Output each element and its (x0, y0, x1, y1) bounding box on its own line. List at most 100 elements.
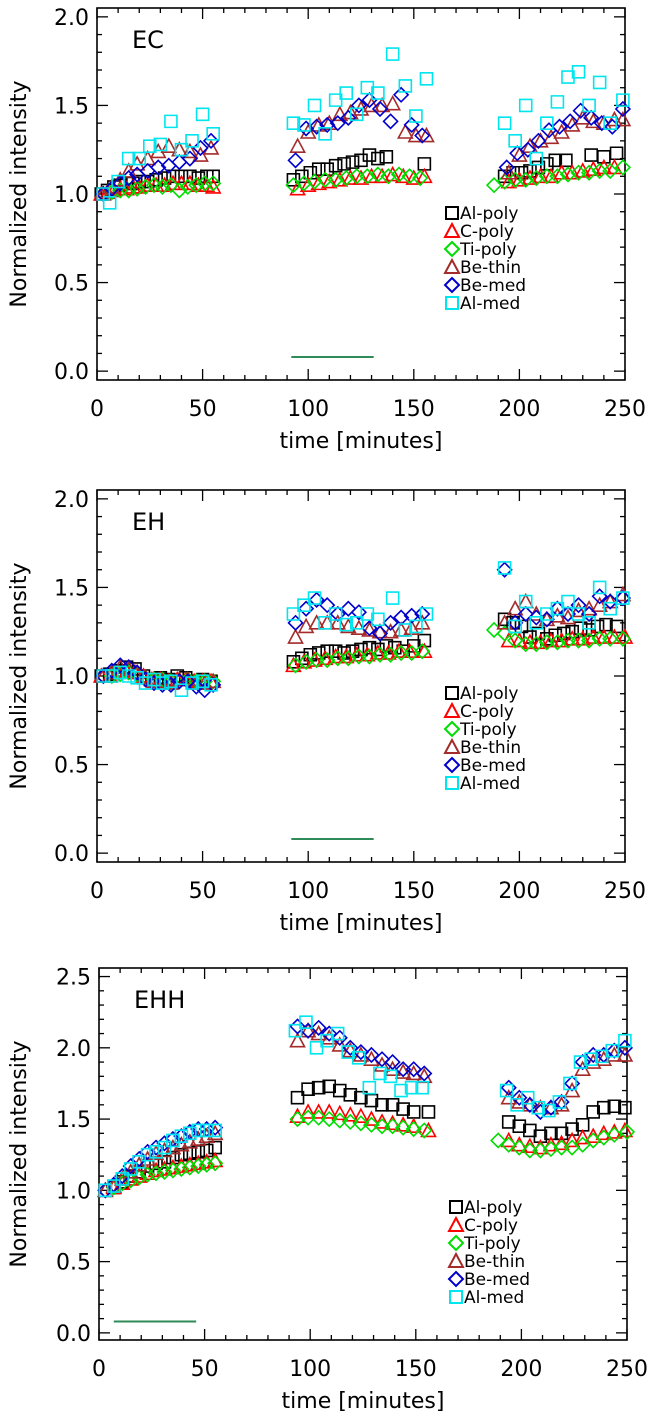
data-point (373, 1066, 387, 1081)
legend-marker (443, 701, 461, 718)
data-point (571, 607, 586, 621)
data-point (113, 665, 128, 680)
legend-label: Al-med (460, 774, 520, 794)
legend-label: Al-poly (464, 1198, 522, 1218)
series-al-med (96, 47, 630, 210)
data-point (363, 1110, 380, 1126)
legend-label: Be-thin (464, 1252, 525, 1272)
data-point (609, 146, 624, 161)
data-point (331, 1104, 349, 1121)
data-point (416, 1122, 433, 1139)
data-point (602, 630, 619, 647)
data-point (518, 98, 533, 113)
data-point (521, 1142, 538, 1159)
data-point (563, 1131, 581, 1148)
data-point (592, 580, 607, 595)
data-point (339, 86, 354, 100)
data-point (341, 1106, 359, 1122)
y-tick-label: 1.5 (54, 94, 89, 119)
data-point (363, 1116, 380, 1133)
data-point (301, 1082, 315, 1096)
legend-marker (449, 1200, 463, 1214)
data-point (310, 1109, 327, 1126)
x-tick-label: 200 (500, 1357, 542, 1382)
legend-label: Be-med (460, 756, 526, 776)
y-tick-label: 2.0 (56, 1037, 91, 1062)
y-tick-label: 1.5 (54, 576, 89, 601)
data-point (385, 1098, 400, 1112)
legend-label: Be-thin (460, 738, 521, 758)
data-point (618, 1100, 632, 1115)
y-tick-label: 2.0 (54, 6, 89, 31)
data-point (394, 1119, 412, 1136)
x-tick-label: 50 (191, 1357, 219, 1382)
data-point (542, 1103, 556, 1118)
y-tick-label: 0.0 (54, 842, 89, 867)
data-point (188, 678, 205, 695)
data-point (289, 137, 306, 153)
legend-label: Be-med (460, 276, 526, 296)
data-point (614, 110, 632, 127)
y-tick-label: 0.0 (54, 360, 89, 385)
data-point (328, 607, 343, 621)
data-point (392, 86, 410, 103)
data-point (606, 1126, 623, 1143)
data-point (405, 1120, 422, 1138)
data-point (286, 116, 301, 130)
x-tick-label: 250 (604, 397, 646, 422)
data-point (415, 1080, 429, 1095)
legend-label: Al-med (464, 1288, 524, 1308)
data-point (416, 167, 433, 184)
data-point (406, 1105, 421, 1119)
data-point (384, 1053, 401, 1071)
data-point (290, 1090, 305, 1105)
data-point (614, 585, 632, 602)
data-point (349, 107, 364, 122)
data-point (382, 614, 399, 631)
data-point (373, 96, 391, 113)
data-point (616, 591, 630, 605)
data-point (111, 174, 125, 189)
data-point (287, 628, 304, 644)
data-point (498, 159, 515, 176)
data-point (407, 126, 425, 143)
data-point (401, 168, 418, 185)
data-point (160, 137, 178, 153)
data-point (164, 674, 178, 689)
data-point (500, 172, 518, 189)
data-point (616, 1046, 634, 1062)
data-point (130, 1150, 148, 1168)
data-point (352, 169, 370, 185)
y-tick-label: 0.5 (54, 272, 89, 297)
data-point (517, 635, 534, 653)
legend-marker (447, 1215, 465, 1232)
data-point (139, 1166, 156, 1183)
x-tick-label: 100 (287, 397, 329, 422)
data-point (521, 633, 539, 650)
data-point (318, 126, 332, 141)
data-point (384, 1118, 401, 1135)
data-point (540, 607, 554, 621)
data-point (570, 601, 587, 618)
data-point (343, 1088, 358, 1102)
data-point (360, 80, 375, 95)
data-point (550, 601, 565, 616)
legend-label: C-poly (464, 1216, 518, 1236)
data-point (409, 109, 423, 123)
legend-label: C-poly (460, 702, 514, 722)
data-point (540, 116, 554, 130)
data-point (320, 172, 338, 189)
data-point (208, 1123, 222, 1138)
data-point (595, 628, 613, 644)
x-tick-label: 50 (189, 397, 217, 422)
legend-marker (445, 686, 459, 700)
data-point (195, 674, 210, 689)
data-point (371, 646, 389, 663)
data-point (350, 97, 368, 114)
data-point (299, 1015, 313, 1029)
data-point (373, 1056, 391, 1072)
y-tick-label: 2.5 (56, 966, 91, 991)
data-point (553, 1134, 570, 1151)
y-tick-label: 0.0 (56, 1322, 91, 1347)
data-point (574, 630, 592, 646)
